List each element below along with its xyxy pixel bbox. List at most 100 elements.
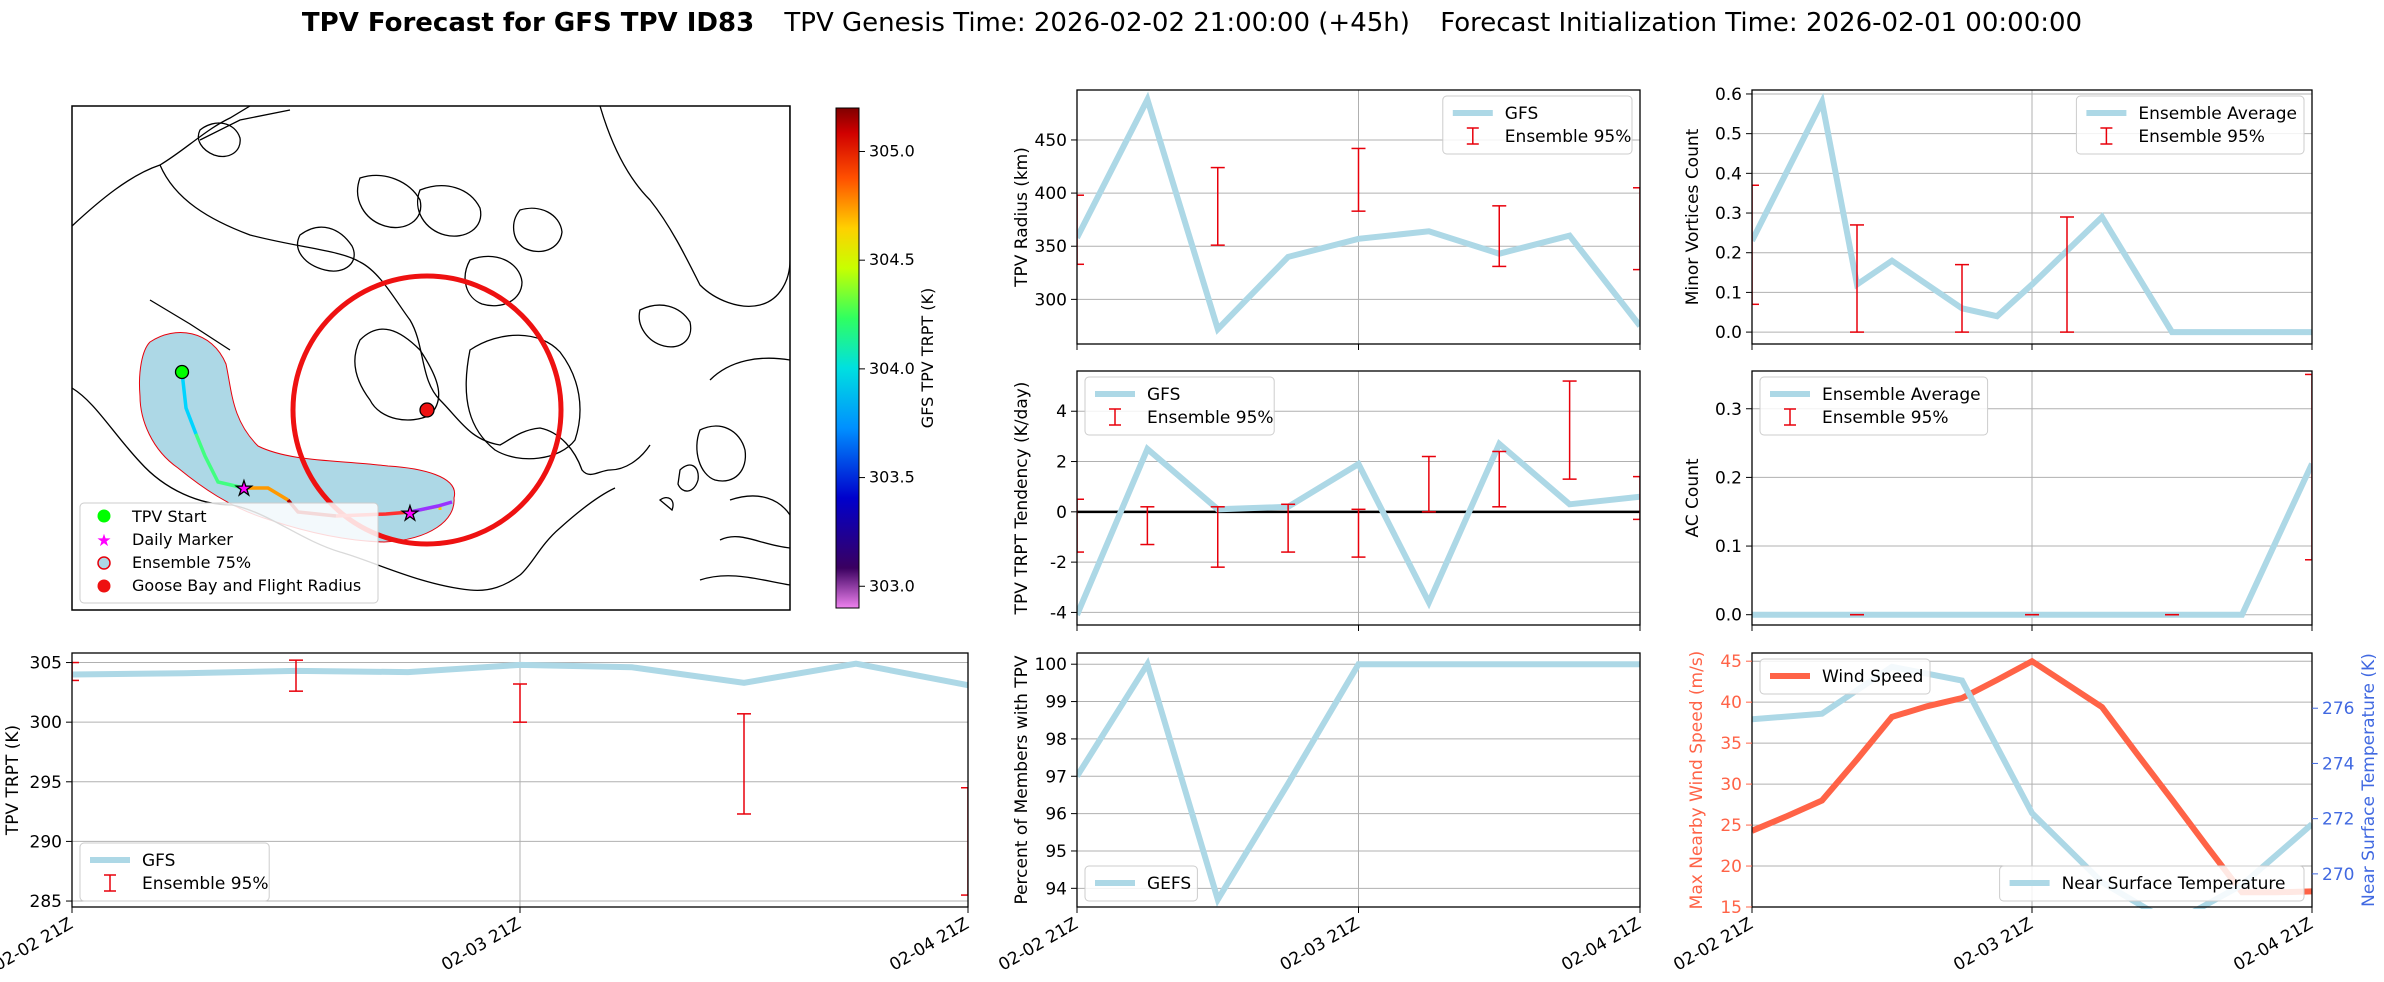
y-tick-label: 305 [30,654,62,674]
y-tick-label: 98 [1045,730,1067,750]
y-axis-label: Percent of Members with TPV [1012,655,1032,904]
map-panel: ★ ★ TPV Start ★ Daily Marker Ensemble 75… [71,105,937,611]
legend-daily-marker: Daily Marker [132,530,233,549]
y-tick-label: 15 [1720,898,1742,918]
legend-label: GFS [1147,385,1180,405]
series-line-gfs [1077,438,1640,617]
legend: Ensemble Average Ensemble 95% [1759,376,1989,436]
y-tick-label: 290 [30,832,62,852]
coastline [149,299,231,351]
errorbar [2060,216,2074,333]
legend-box [1759,658,1931,695]
colorbar-tick-label: 303.5 [869,468,915,487]
colorbar-gradient [835,107,860,609]
legend: GFS Ensemble 95% [1084,376,1275,436]
legend-label: Ensemble 95% [2138,127,2265,147]
y-tick-label: 97 [1045,767,1067,787]
tpv-track-seg-b [194,433,245,490]
y-tick-label: 30 [1720,775,1742,795]
legend-goose-bay-icon [97,579,111,593]
y-tick-label: 20 [1720,857,1742,877]
coastline [464,255,523,307]
y-tick-label: 0.0 [1715,606,1742,626]
colorbar-tick-label: 303.0 [869,576,915,595]
y-tick-label: 40 [1720,693,1742,713]
legend-box [1084,865,1198,902]
y-tick-label: 450 [1035,131,1067,151]
legend-label: GEFS [1147,874,1191,894]
errorbar [1140,506,1155,546]
series-group [1077,657,1640,907]
y-tick-label: 2 [1056,453,1067,473]
legend: GFS Ensemble 95% [1442,95,1633,155]
errorbar [1492,205,1507,268]
legend-label: Ensemble 95% [1147,408,1274,428]
x-tick-label: 02-04 21Z [1558,914,1644,975]
x-tick-label: 02-02 21Z [0,914,77,975]
legend-label: Ensemble Average [2138,104,2297,124]
series-group [1752,373,2312,618]
series-group [1752,92,2312,336]
y2-tick-label: 274 [2322,754,2354,774]
y-tick-label: 0.2 [1715,468,1742,488]
coastline [599,106,790,307]
legend: Ensemble Average Ensemble 95% [2075,95,2305,155]
y-tick-label: 285 [30,892,62,912]
legend-ensemble-icon [97,556,111,570]
series-line-wind-speed [1752,657,2312,896]
series-group [1077,91,1640,335]
y-axis-label: AC Count [1683,458,1703,537]
legend-box [1759,376,1989,436]
errorbar [1752,184,1759,306]
y-tick-label: 0.3 [1715,400,1742,420]
coastline [297,226,355,272]
errorbar [1351,147,1366,212]
tpv-track-seg-c [244,486,289,502]
legend-tpv-start-icon [97,509,111,523]
y-tick-label: 95 [1045,842,1067,862]
chart-minor: 0.0 0.1 0.2 0.3 0.4 0.5 0.6 Minor Vortices Coun… [1683,85,2313,350]
errorbar [1633,187,1640,271]
tpv-track-seg-g [409,500,453,514]
legend-label: Near Surface Temperature [2062,874,2286,894]
tpv-track-seg-a [180,371,198,435]
errorbar [1421,455,1436,513]
map-geography: ★ ★ [72,106,790,592]
errorbar [1077,194,1084,266]
coastline [638,304,692,348]
daily-marker-1: ★ [235,476,253,500]
chart-wind: 15 20 25 30 35 40 45 Max Nearby Wind Speed (m/s… [1670,651,2379,976]
series-group [72,659,968,896]
coastline [356,174,422,229]
x-tick-label: 02-03 21Z [1950,914,2036,975]
x-tick-label: 02-02 21Z [995,914,1081,975]
y-tick-label: 300 [1035,290,1067,310]
legend-label: Ensemble 95% [142,874,269,894]
y-tick-label: 0.5 [1715,125,1742,145]
y-tick-label: 25 [1720,816,1742,836]
coastline [696,425,747,482]
y2-tick-label: 276 [2322,699,2354,719]
y-tick-label: 96 [1045,805,1067,825]
flight-radius [290,273,564,547]
errorbar [1281,503,1296,553]
errorbar [1492,450,1507,508]
errorbar [72,661,79,682]
y-tick-label: 100 [1035,655,1067,675]
y-axis-label: TPV TRPT (K) [3,725,23,836]
errorbar [1210,506,1225,568]
title-genesis: TPV Genesis Time: 2026-02-02 21:00:00 (+… [783,8,1410,38]
y-tick-label: -4 [1050,603,1067,623]
colorbar-tick-label: 305.0 [869,141,915,160]
legend-label: Ensemble 95% [1505,127,1632,147]
legend-label: Ensemble Average [1822,385,1981,405]
y-axis-label: TPV TRPT Tendency (K/day) [1012,382,1032,616]
series-line-gefs [1077,657,1640,907]
x-tick-label: 02-03 21Z [1277,914,1363,975]
errorbar [961,787,968,896]
legend-box [1999,865,2305,902]
errorbar [1351,508,1366,558]
